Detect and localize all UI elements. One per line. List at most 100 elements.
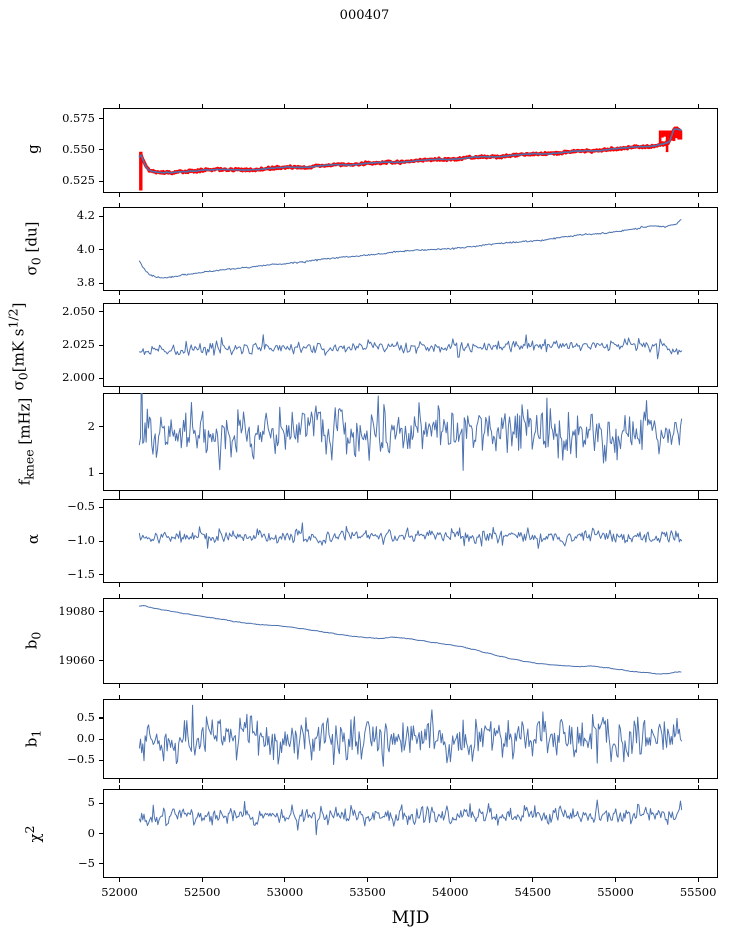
y-tick-label: 3.8 <box>76 275 95 290</box>
x-tick-mark-top <box>615 495 617 499</box>
y-tick-mark <box>99 149 103 151</box>
x-tick-mark <box>367 193 369 197</box>
x-tick-mark <box>615 291 617 295</box>
x-tick-mark <box>615 583 617 587</box>
x-tick-mark-top <box>532 203 534 207</box>
x-tick-mark-top <box>284 785 286 789</box>
x-tick-label: 53000 <box>266 885 304 899</box>
y-axis-label-panel-8: χ2 <box>22 824 44 843</box>
x-tick-mark <box>532 583 534 587</box>
x-tick-mark-top <box>284 203 286 207</box>
x-tick-mark <box>615 779 617 783</box>
x-tick-mark <box>697 684 699 688</box>
x-tick-mark <box>284 291 286 295</box>
x-tick-mark <box>284 684 286 688</box>
y-tick-label: 2.025 <box>62 337 95 351</box>
y-tick-mark <box>99 660 103 662</box>
x-tick-mark-top <box>697 203 699 207</box>
y-tick-mark <box>99 282 103 285</box>
x-tick-mark-top <box>367 594 369 598</box>
y-tick-label: −5 <box>78 855 95 870</box>
x-tick-label: 54000 <box>431 885 469 899</box>
x-tick-mark-top <box>284 495 286 499</box>
x-tick-mark <box>615 878 617 882</box>
x-tick-mark <box>201 291 203 295</box>
x-tick-mark-top <box>201 389 203 393</box>
y-tick-mark <box>99 738 103 740</box>
y-tick-mark <box>99 426 103 428</box>
x-tick-mark-top <box>697 785 699 789</box>
panel-frame <box>103 207 718 291</box>
x-tick-mark-top <box>367 104 369 108</box>
x-tick-mark <box>119 684 121 688</box>
x-tick-mark-top <box>119 203 121 207</box>
x-tick-mark-top <box>449 389 451 393</box>
x-tick-mark-top <box>615 695 617 699</box>
panel-data-plot <box>138 605 682 675</box>
x-tick-mark <box>532 684 534 688</box>
y-tick-mark <box>99 540 103 542</box>
y-tick-mark <box>99 802 103 805</box>
y-tick-label: 4.2 <box>76 208 95 223</box>
x-tick-mark-top <box>201 299 203 303</box>
x-tick-mark-top <box>367 785 369 789</box>
panel-2-sigma0_du: 3.8 4.0 4.2 σ0 [du] <box>23 203 718 295</box>
x-tick-mark-top <box>201 203 203 207</box>
x-tick-mark <box>201 779 203 783</box>
x-tick-mark-top <box>367 495 369 499</box>
x-tick-mark <box>119 491 121 495</box>
x-tick-label: 52000 <box>101 885 138 899</box>
x-tick-mark-top <box>532 104 534 108</box>
y-tick-label: 2.000 <box>62 370 95 385</box>
x-tick-mark <box>119 291 121 295</box>
x-tick-mark <box>615 684 617 688</box>
x-tick-mark-top <box>284 594 286 598</box>
y-tick-mark <box>99 472 103 474</box>
x-tick-mark <box>697 193 699 197</box>
x-tick-mark <box>284 779 286 783</box>
x-tick-mark-top <box>201 104 203 108</box>
y-tick-mark <box>99 377 103 379</box>
x-tick-mark <box>367 779 369 783</box>
x-tick-mark-top <box>532 299 534 303</box>
y-tick-label: 5 <box>87 795 95 810</box>
x-tick-mark <box>119 583 121 587</box>
y-tick-mark <box>99 311 103 313</box>
x-tick-mark <box>697 779 699 783</box>
x-tick-mark-top <box>615 785 617 789</box>
x-tick-mark <box>201 878 203 882</box>
y-tick-mark <box>99 863 103 865</box>
x-tick-mark <box>119 193 121 197</box>
x-tick-mark <box>284 491 286 495</box>
x-tick-mark <box>201 193 203 197</box>
y-tick-label: 0.575 <box>62 110 95 125</box>
x-tick-mark-top <box>119 785 121 789</box>
x-tick-label: 53500 <box>349 885 386 899</box>
x-tick-mark <box>449 779 451 783</box>
x-tick-label: 55000 <box>597 885 634 899</box>
x-tick-mark-top <box>697 495 699 499</box>
y-tick-mark <box>99 574 103 576</box>
x-tick-mark <box>367 583 369 587</box>
x-tick-mark-top <box>697 594 699 598</box>
x-tick-mark-top <box>119 495 121 499</box>
x-axis-label: MJD <box>391 908 430 928</box>
x-tick-mark <box>367 684 369 688</box>
x-tick-mark-top <box>367 299 369 303</box>
panel-data-plot <box>138 799 683 836</box>
x-tick-mark-top <box>284 104 286 108</box>
x-tick-mark-top <box>615 104 617 108</box>
x-tick-mark-top <box>615 203 617 207</box>
x-tick-mark-top <box>367 203 369 207</box>
x-tick-mark-top <box>284 695 286 699</box>
x-tick-mark-top <box>201 695 203 699</box>
x-tick-mark <box>119 779 121 783</box>
y-tick-label: 2.050 <box>62 303 95 318</box>
y-tick-mark <box>99 833 103 835</box>
y-tick-label: 4.0 <box>76 241 95 256</box>
x-tick-mark <box>449 193 451 197</box>
y-tick-label: 1 <box>87 465 95 480</box>
panel-frame <box>103 789 718 878</box>
panel-data-plot <box>138 704 683 767</box>
x-tick-mark <box>532 291 534 295</box>
